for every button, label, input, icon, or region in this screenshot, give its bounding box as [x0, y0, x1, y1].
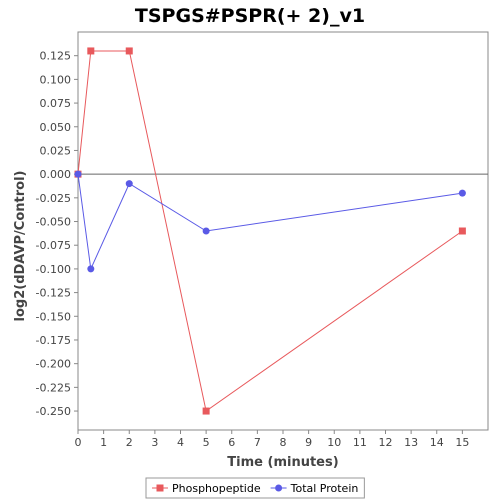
y-tick-label: -0.050 — [36, 216, 71, 229]
data-point — [458, 227, 466, 235]
legend-marker — [156, 484, 164, 492]
legend-label: Phosphopeptide — [172, 482, 261, 495]
chart-title: TSPGS#PSPR(+ 2)_v1 — [135, 5, 365, 27]
x-tick-label: 14 — [430, 436, 444, 449]
y-tick-label: 0.000 — [40, 168, 72, 181]
y-axis-label: log2(dDAVP/Control) — [13, 171, 28, 322]
y-tick-label: -0.200 — [36, 358, 71, 371]
data-point — [74, 170, 82, 178]
data-point — [125, 180, 133, 188]
x-tick-label: 8 — [280, 436, 287, 449]
legend-marker — [275, 484, 283, 492]
x-tick-label: 9 — [305, 436, 312, 449]
legend-label: Total Protein — [290, 482, 359, 495]
x-tick-label: 1 — [100, 436, 107, 449]
x-tick-label: 0 — [75, 436, 82, 449]
x-axis: 0 1 2 3 4 5 6 7 8 9 10 11 12 13 14 15 — [75, 430, 469, 449]
x-tick-label: 6 — [228, 436, 235, 449]
y-tick-label: 0.075 — [40, 97, 72, 110]
y-tick-label: 0.025 — [40, 144, 72, 157]
data-point — [202, 407, 210, 415]
x-tick-label: 13 — [404, 436, 418, 449]
x-axis-label: Time (minutes) — [227, 455, 338, 470]
y-tick-label: -0.250 — [36, 405, 71, 418]
legend-box — [145, 477, 365, 499]
data-point — [87, 265, 95, 273]
data-point — [125, 47, 133, 55]
x-tick-label: 2 — [126, 436, 133, 449]
plot-area — [77, 31, 489, 431]
y-tick-label: -0.025 — [36, 192, 71, 205]
data-point — [87, 47, 95, 55]
y-axis: 0.125 0.100 0.075 0.050 0.025 0.000 -0.025 -0.0… — [36, 50, 78, 418]
series-layer — [74, 47, 466, 415]
y-tick-label: 0.125 — [40, 50, 72, 63]
x-tick-label: 10 — [327, 436, 341, 449]
y-tick-label: -0.175 — [36, 334, 71, 347]
y-tick-label: 0.100 — [40, 73, 72, 86]
y-tick-label: -0.125 — [36, 287, 71, 300]
y-tick-label: -0.075 — [36, 239, 71, 252]
legend: Phosphopeptide Total Protein — [145, 477, 365, 499]
y-tick-label: -0.225 — [36, 381, 71, 394]
x-tick-label: 5 — [203, 436, 210, 449]
y-tick-label: -0.150 — [36, 310, 71, 323]
y-tick-label: 0.050 — [40, 121, 72, 134]
data-point — [202, 227, 210, 235]
data-point — [458, 189, 466, 197]
x-tick-label: 12 — [379, 436, 393, 449]
x-tick-label: 7 — [254, 436, 261, 449]
x-tick-label: 11 — [353, 436, 367, 449]
x-tick-label: 15 — [455, 436, 469, 449]
x-tick-label: 3 — [151, 436, 158, 449]
x-tick-label: 4 — [177, 436, 184, 449]
y-tick-label: -0.100 — [36, 263, 71, 276]
